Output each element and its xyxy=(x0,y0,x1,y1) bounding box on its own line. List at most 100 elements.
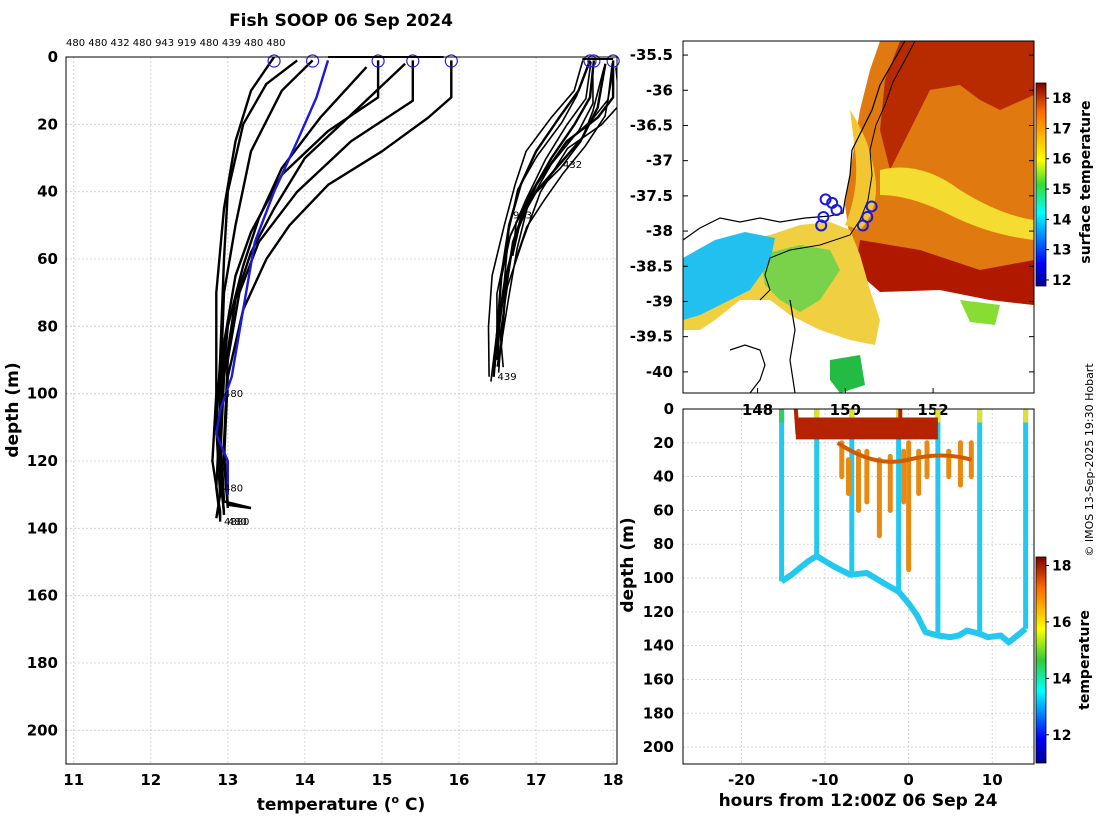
profile-cast-label: 439 xyxy=(498,372,517,383)
profile-line-warm-extra xyxy=(497,66,594,373)
profile-y-tick-label: 60 xyxy=(37,250,58,268)
profile-start-marker xyxy=(406,54,420,68)
profile-line-c2 xyxy=(215,59,298,519)
ts-x-tick-label: 10 xyxy=(982,771,1003,789)
map-y-tick-label: -37.5 xyxy=(630,187,673,205)
profile-y-tick-label: 0 xyxy=(48,48,58,66)
map-colorbar-tick-label: 15 xyxy=(1052,182,1071,198)
ts-bottom-trace xyxy=(779,553,1028,646)
profile-y-tick-label: 160 xyxy=(27,587,58,605)
profile-grid xyxy=(66,56,617,764)
profile-axes-frame xyxy=(65,56,618,765)
profile-start-marker xyxy=(444,54,458,68)
map-y-ticks: -35.5 -36 -36.5 -37 -37.5 -38 -38.5 -39 -39.5 -40 xyxy=(630,46,1034,381)
profile-lines xyxy=(211,57,617,522)
station-marker xyxy=(830,203,843,216)
profile-cast-label: 943 xyxy=(513,211,532,222)
map-colorbar xyxy=(1035,82,1047,287)
ts-colorbar xyxy=(1035,556,1047,764)
station-markers xyxy=(815,193,878,232)
profile-cast-label: 4880 xyxy=(224,517,249,528)
ts-colorbar-label: temperature xyxy=(1077,610,1093,710)
profile-line-mean xyxy=(215,60,330,495)
ts-bottom-path xyxy=(779,553,1028,646)
map-x-tick-label: 152 xyxy=(917,401,948,419)
map-colorbar-tick-label: 13 xyxy=(1052,243,1071,259)
profile-y-label: depth (m) xyxy=(3,362,23,457)
profile-line-c6 xyxy=(222,60,453,509)
ts-y-tick-label: 200 xyxy=(643,738,674,756)
profile-line-c9 xyxy=(492,59,592,377)
map-y-tick-label: -38.5 xyxy=(630,257,673,275)
profile-x-tick-label: 13 xyxy=(217,771,238,789)
ts-colorbar-ticks: 12 14 16 18 xyxy=(1046,558,1072,744)
map-y-tick-label: -40 xyxy=(646,363,673,381)
profile-y-tick-label: 140 xyxy=(27,519,58,537)
profile-line-warm-extra xyxy=(512,67,605,256)
ts-y-tick-label: 160 xyxy=(643,670,674,688)
imos-credit: © IMOS 13-Sep-2025 19:30 Hobart xyxy=(1083,363,1096,557)
mainland-coastline xyxy=(683,41,906,241)
profile-y-tick-label: 20 xyxy=(37,115,58,133)
profile-y-tick-label: 120 xyxy=(27,452,58,470)
profile-line-c8 xyxy=(215,66,368,519)
ts-colorbar-tick-label: 18 xyxy=(1052,558,1071,574)
profile-x-tick-label: 14 xyxy=(294,771,315,789)
profile-x-tick-label: 11 xyxy=(63,771,84,789)
ts-surface-spikes xyxy=(793,409,903,435)
ts-x-tick-label: -20 xyxy=(728,771,755,789)
profile-x-tick-label: 18 xyxy=(603,771,624,789)
station-marker xyxy=(819,193,832,206)
station-marker xyxy=(817,211,830,223)
map-y-tick-label: -36 xyxy=(646,81,673,99)
shelf-edge xyxy=(759,41,916,301)
map-colorbar-tick-label: 14 xyxy=(1052,212,1072,228)
map-colorbar-tick-label: 12 xyxy=(1052,273,1071,289)
map-y-tick-label: -36.5 xyxy=(630,116,673,134)
warm-eddy-south xyxy=(855,240,1034,305)
sst-map-panel: -35.5 -36 -36.5 -37 -37.5 -38 -38.5 -39 -39.5 -40… xyxy=(630,40,1094,419)
profile-line-c12 xyxy=(511,63,607,253)
bass-strait-cold xyxy=(683,232,775,320)
map-colorbar-tick-label: 16 xyxy=(1052,152,1071,168)
profile-x-label: temperature (o C) xyxy=(257,793,426,815)
ts-y-tick-label: 20 xyxy=(653,434,674,452)
profile-line-warm-extra xyxy=(490,64,589,382)
map-frame xyxy=(682,40,1035,394)
map-y-tick-label: -38 xyxy=(646,222,673,240)
green-patch-east xyxy=(960,300,1000,325)
profile-cast-label: 480 xyxy=(224,389,243,400)
profile-line-c5 xyxy=(222,60,414,510)
green-patch xyxy=(830,355,865,393)
ts-y-tick-label: 120 xyxy=(643,603,674,621)
ts-y-tick-label: 0 xyxy=(664,400,674,418)
profile-x-tick-label: 17 xyxy=(526,771,547,789)
profile-line-warm-extra xyxy=(499,67,617,368)
bass-strait-green xyxy=(760,245,840,312)
time-depth-panel: -20 -10 0 10 0 20 40 60 80 100 120 140 160 180 200 ho… xyxy=(618,400,1093,811)
ts-surface-layer xyxy=(793,409,974,573)
profile-start-marker xyxy=(371,54,385,68)
profile-y-tick-label: 100 xyxy=(27,385,58,403)
ts-x-tick-label: -10 xyxy=(812,771,839,789)
profile-x-tick-label: 16 xyxy=(449,771,470,789)
profile-cast-label: 432 xyxy=(563,160,582,171)
eac-core xyxy=(880,41,1034,170)
ts-colorbar-tick-label: 14 xyxy=(1052,671,1072,687)
profile-line-warm-extra xyxy=(514,71,614,261)
figure-title: Fish SOOP 06 Sep 2024 xyxy=(229,11,453,31)
profile-x-ticks: 11 12 13 14 15 16 17 18 xyxy=(63,771,623,789)
profile-y-tick-label: 200 xyxy=(27,721,58,739)
map-y-tick-label: -39 xyxy=(646,292,673,310)
station-marker xyxy=(856,219,869,232)
ts-frame xyxy=(682,408,1035,765)
profile-y-tick-label: 180 xyxy=(27,654,58,672)
map-y-tick-label: -35.5 xyxy=(630,46,673,64)
profile-start-marker xyxy=(606,54,620,68)
profile-x-tick-label: 15 xyxy=(372,771,393,789)
ts-mixed-band xyxy=(836,441,972,464)
profile-line-warm-extra xyxy=(487,60,584,377)
